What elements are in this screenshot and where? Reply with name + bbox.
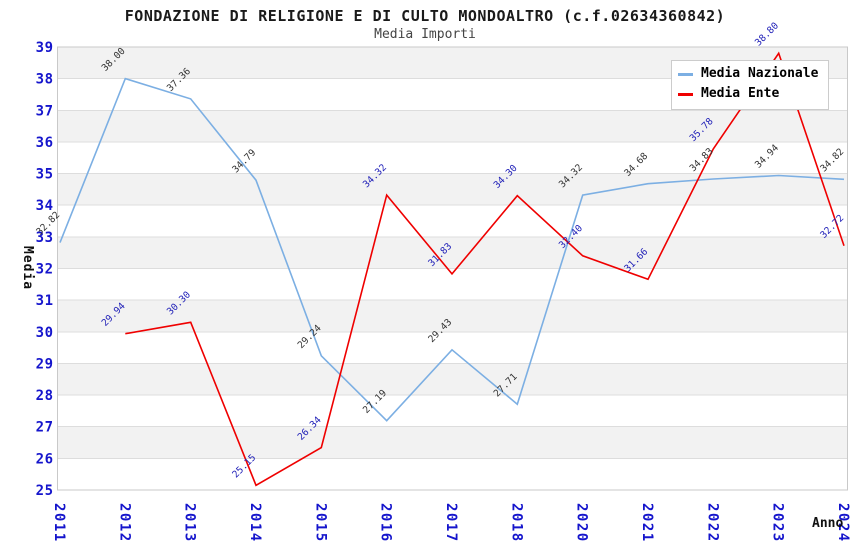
legend-label-ente: Media Ente xyxy=(701,86,780,102)
legend: Media Nazionale Media Ente xyxy=(671,60,830,110)
legend-swatch-ente-icon xyxy=(678,92,693,96)
y-tick-label: 28 xyxy=(36,388,54,404)
data-label-media-nazionale: 34.82 xyxy=(818,146,846,174)
data-label-media-ente: 38.80 xyxy=(753,20,781,48)
y-axis-title: Media xyxy=(20,246,35,291)
data-label-media-nazionale: 34.79 xyxy=(230,147,258,175)
plot-band xyxy=(57,426,848,459)
y-tick-label: 34 xyxy=(36,198,54,214)
y-tick-label: 31 xyxy=(36,293,54,309)
x-tick-label: 2015 xyxy=(312,503,328,543)
y-tick-label: 37 xyxy=(36,103,54,119)
y-tick-label: 33 xyxy=(36,230,54,246)
series-line-media-nazionale xyxy=(59,77,845,422)
x-tick-label: 2016 xyxy=(378,503,394,543)
plot-band xyxy=(57,236,848,269)
x-tick-label: 2011 xyxy=(51,503,67,543)
x-tick-label: 2018 xyxy=(508,503,524,543)
x-tick-label: 2017 xyxy=(443,503,459,543)
legend-swatch-nazionale-icon xyxy=(678,72,693,76)
x-tick-label: 2020 xyxy=(574,503,590,543)
y-tick-label: 38 xyxy=(36,72,54,88)
x-axis-title: Anno xyxy=(812,516,844,531)
plot-band xyxy=(57,363,848,396)
y-tick-label: 36 xyxy=(36,135,54,151)
chart-subtitle: Media Importi xyxy=(374,27,476,42)
y-tick-label: 27 xyxy=(36,420,54,436)
y-tick-label: 32 xyxy=(36,262,54,278)
plot-band xyxy=(57,300,848,332)
x-tick-label: 2013 xyxy=(182,503,198,543)
y-tick-label: 39 xyxy=(36,40,54,56)
y-tick-label: 30 xyxy=(36,325,54,341)
plot-border xyxy=(57,46,848,491)
x-tick-label: 2014 xyxy=(247,503,263,543)
y-tick-label: 29 xyxy=(36,356,54,372)
legend-item-media-nazionale: Media Nazionale xyxy=(678,66,819,81)
series-line-media-ente xyxy=(125,51,845,487)
x-tick-label: 2023 xyxy=(770,503,786,543)
data-label-media-nazionale: 34.83 xyxy=(688,146,716,174)
y-tick-label: 35 xyxy=(36,167,54,183)
legend-label-nazionale: Media Nazionale xyxy=(701,66,819,81)
x-tick-label: 2021 xyxy=(639,503,655,543)
data-label-media-nazionale: 34.94 xyxy=(753,142,781,170)
y-tick-label: 25 xyxy=(36,483,54,499)
x-tick-label: 2024 xyxy=(835,503,850,543)
chart-title: FONDAZIONE DI RELIGIONE E DI CULTO MONDO… xyxy=(124,7,726,25)
x-tick-label: 2012 xyxy=(116,503,132,543)
y-tick-label: 26 xyxy=(36,451,54,467)
plot-band xyxy=(57,110,848,142)
x-tick-label: 2022 xyxy=(704,503,720,543)
legend-item-media-ente: Media Ente xyxy=(678,86,818,102)
